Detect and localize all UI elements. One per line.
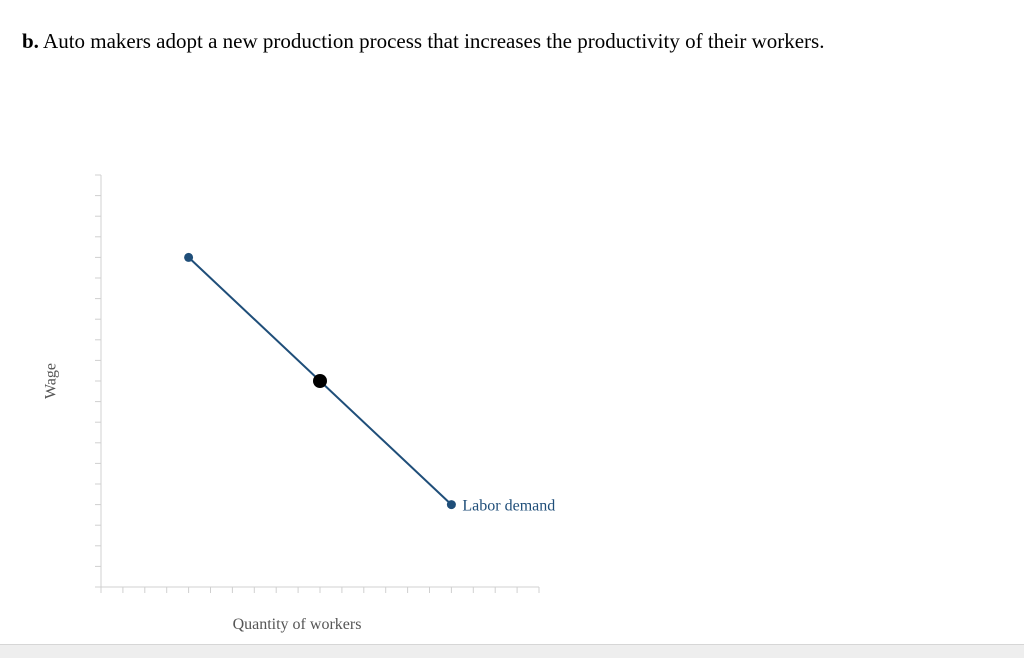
x-axis-title: Quantity of workers <box>233 616 362 633</box>
labor-demand-endpoint[interactable] <box>184 252 194 262</box>
question-text: b. Auto makers adopt a new production pr… <box>22 29 824 54</box>
y-axis-title: Wage <box>43 363 60 399</box>
y-axis-ticks <box>95 174 101 588</box>
question-part-label: b. <box>22 29 39 53</box>
labor-demand-label: Labor demand <box>462 498 555 515</box>
labor-market-chart: Wage Quantity of workers Labor demand <box>43 174 555 633</box>
x-axis-ticks <box>100 587 540 593</box>
series-layer: Labor demand <box>184 252 555 515</box>
question-body: Auto makers adopt a new production proce… <box>43 29 825 53</box>
labor-demand-endpoint[interactable] <box>446 500 456 510</box>
footer-bar <box>0 644 1024 658</box>
curve-point-marker[interactable] <box>313 374 327 388</box>
marker-layer <box>313 374 327 388</box>
